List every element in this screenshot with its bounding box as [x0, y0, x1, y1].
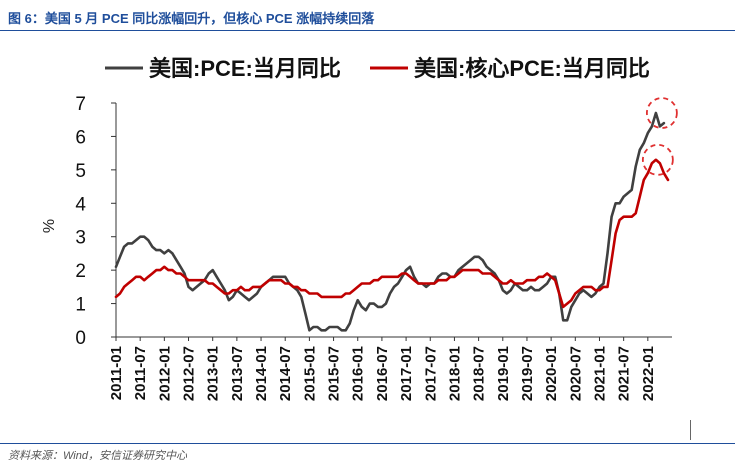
headline-pce-line	[114, 111, 666, 332]
x-tick-label: 2013-07	[229, 346, 246, 401]
x-tick-label: 2016-01	[350, 346, 367, 401]
x-tick-label: 2014-01	[253, 346, 270, 401]
x-tick-label: 2019-07	[519, 346, 536, 401]
y-axis: 0 1 2 3 4 5 6 7	[75, 94, 117, 349]
x-tick-label: 2017-01	[398, 346, 415, 401]
x-tick-label: 2015-07	[326, 346, 343, 401]
x-tick-label: 2011-01	[108, 346, 125, 400]
y-tick-label: 3	[75, 228, 86, 249]
x-tick-label: 2012-07	[181, 346, 198, 401]
x-tick-label: 2012-01	[156, 346, 173, 401]
annotation-layer	[641, 97, 678, 176]
x-tick-label: 2019-01	[495, 346, 512, 401]
x-tick-label: 2015-01	[301, 346, 318, 401]
x-tick-label: 2020-07	[567, 346, 584, 401]
x-tick-label: 2016-07	[374, 346, 391, 401]
footer-rule	[0, 443, 735, 444]
legend: 美国:PCE:当月同比 美国:核心PCE:当月同比	[105, 56, 650, 81]
y-tick-label: 5	[75, 161, 86, 182]
x-tick-label: 2017-07	[422, 346, 439, 401]
y-tick-label: 7	[75, 94, 86, 115]
x-tick-label: 2018-01	[446, 346, 463, 401]
x-tick-label: 2011-07	[132, 346, 149, 400]
core-pce-line	[114, 158, 670, 309]
x-tick-label: 2013-01	[205, 346, 222, 401]
x-tick-label: 2018-07	[471, 346, 488, 401]
x-tick-label: 2022-01	[640, 346, 657, 401]
x-tick-label: 2021-07	[616, 346, 633, 401]
y-tick-label: 6	[75, 127, 86, 148]
legend-label-core: 美国:核心PCE:当月同比	[414, 56, 650, 81]
y-tick-label: 2	[75, 261, 86, 282]
headline-peak-circle	[645, 97, 678, 129]
x-tick-label: 2014-07	[277, 346, 294, 401]
x-tick-label: 2020-01	[543, 346, 560, 401]
title-rule	[0, 30, 735, 31]
y-tick-label: 1	[75, 295, 86, 316]
corner-tick-mark	[690, 420, 691, 440]
core-peak-circle	[641, 143, 674, 176]
figure-title: 图 6：美国 5 月 PCE 同比涨幅回升，但核心 PCE 涨幅持续回落	[8, 11, 375, 26]
source-note: 资料来源：Wind，安信证券研究中心	[8, 450, 187, 462]
x-tick-label: 2021-01	[591, 346, 608, 401]
legend-label-headline: 美国:PCE:当月同比	[149, 56, 341, 81]
x-axis: 2011-01 2011-07 2012-01 2012-07 2013-01 2013-…	[108, 336, 672, 401]
series-layer	[114, 111, 670, 332]
y-tick-label: 4	[75, 194, 86, 215]
y-axis-label: %	[41, 219, 58, 233]
y-tick-label: 0	[75, 328, 86, 349]
